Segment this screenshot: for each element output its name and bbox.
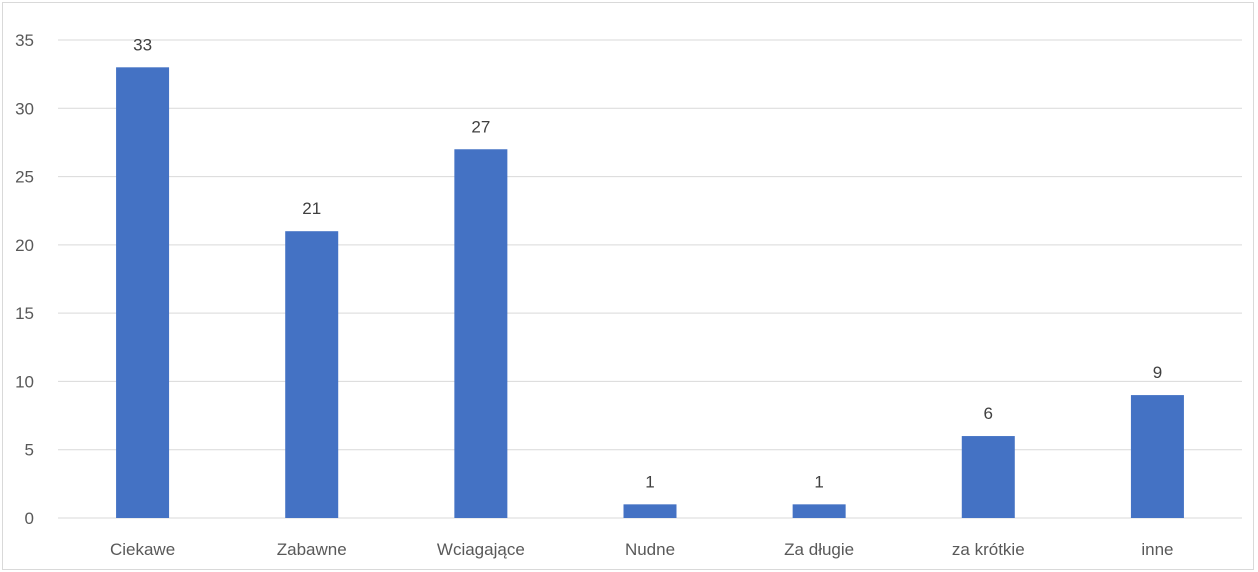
data-label: 21 [302,199,321,218]
x-tick-label: Za długie [784,540,854,559]
x-axis-ticks: Ciekawe Zabawne Wciagające Nudne Za długie za… [110,540,1174,559]
bar [623,504,677,518]
bar [792,504,846,518]
x-tick-label: Nudne [625,540,675,559]
x-tick-label: inne [1141,540,1173,559]
y-tick-label: 0 [25,509,34,528]
data-label: 9 [1153,363,1162,382]
y-tick-label: 5 [25,441,34,460]
bar [1130,395,1184,518]
data-label: 1 [814,472,823,491]
data-label: 1 [645,472,654,491]
x-tick-label: za krótkie [952,540,1025,559]
y-tick-label: 15 [15,304,34,323]
y-tick-label: 30 [15,99,34,118]
bar [454,149,508,518]
y-axis-ticks: 0 5 10 15 20 25 30 35 [15,31,34,528]
y-tick-label: 25 [15,168,34,187]
y-tick-label: 35 [15,31,34,50]
data-label: 27 [471,117,490,136]
x-tick-label: Zabawne [277,540,347,559]
bar [285,231,339,518]
data-label: 33 [133,35,152,54]
y-tick-label: 10 [15,372,34,391]
bar [116,67,170,519]
gridlines [58,39,1242,519]
bars [116,67,1184,519]
bar [961,436,1015,518]
x-tick-label: Ciekawe [110,540,175,559]
data-labels: 33 21 27 1 1 6 9 [133,35,1162,491]
x-tick-label: Wciagające [437,540,525,559]
y-tick-label: 20 [15,236,34,255]
data-label: 6 [984,404,993,423]
